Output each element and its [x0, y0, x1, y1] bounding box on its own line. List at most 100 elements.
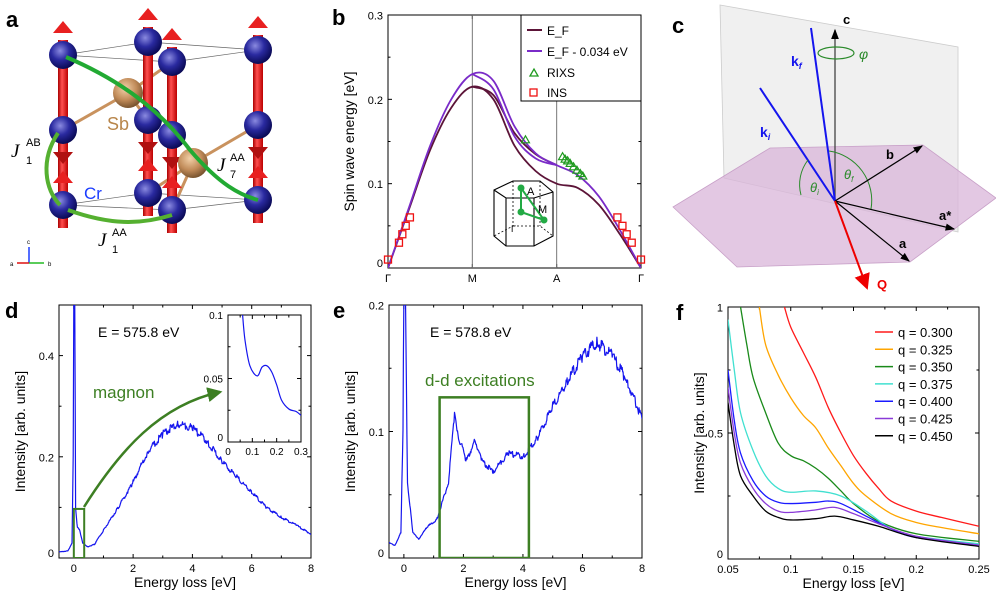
legend-entry: q = 0.325	[898, 342, 953, 357]
panel-d-rixs-spectrum: d 0 2 4 6 8 0 0.2 0.4 Energy loss [eV] Intensity …	[5, 298, 314, 590]
x-tick-label: 0.2	[270, 447, 284, 458]
ins-point	[627, 238, 636, 247]
y-axis-label: Intensity [arb. units]	[12, 371, 28, 492]
legend-ins: INS	[547, 86, 567, 100]
b-axis-arrow	[834, 145, 924, 202]
ki-label: ki	[760, 124, 771, 142]
inset-label-M: M	[538, 204, 547, 216]
x-tick-label: 2	[460, 563, 466, 575]
spin-up-arrow-icon	[138, 159, 158, 171]
panel-c-scattering-geometry: c c kf ki φ θi θf b a* a Q	[672, 4, 996, 292]
kf-label: kf	[791, 53, 803, 71]
plot-frame	[227, 314, 302, 443]
b-axis-label: b	[886, 147, 894, 162]
legend-entry: q = 0.450	[898, 429, 953, 444]
svg-text:1: 1	[26, 155, 32, 167]
x-tick-label: 0.15	[843, 564, 864, 576]
plot-frame	[388, 304, 643, 559]
spin-up-arrow-icon	[162, 176, 182, 188]
q-spectrum-line	[783, 307, 979, 527]
spin-up-arrow-icon	[53, 171, 73, 183]
x-tick-label: 0.1	[783, 564, 798, 576]
rixs-point	[520, 134, 531, 144]
x-tick-label: 0.2	[909, 564, 924, 576]
x-tick-label: 8	[639, 563, 645, 575]
ins-point	[398, 230, 407, 239]
legend-entry: q = 0.350	[898, 360, 953, 375]
j1aa-exchange-path	[67, 208, 173, 224]
y-tick-label: 0.1	[209, 311, 223, 322]
theta-f-label: θf	[844, 167, 854, 184]
cr-atom	[244, 36, 272, 64]
y-tick-label: 0	[217, 433, 223, 444]
a-axis-arrow	[834, 200, 910, 262]
legend-rixs: RIXS	[547, 66, 575, 80]
cr-atom	[134, 179, 162, 207]
legend-ef-shift: E_F - 0.034 eV	[547, 45, 628, 59]
spin-up-arrow-icon	[138, 8, 158, 20]
q-spectrum-line	[758, 307, 979, 535]
Q-label: Q	[877, 277, 887, 292]
cr-atom	[49, 41, 77, 69]
svg-text:7: 7	[230, 169, 236, 181]
ins-point	[636, 255, 646, 264]
spin-down-arrow-icon	[162, 157, 182, 169]
magnon-inset-plot: 0 0.1 0.2 0.3 0 0.05 0.1	[204, 311, 309, 458]
svg-text:c: c	[27, 240, 30, 246]
x-tick-label: 4	[520, 563, 526, 575]
x-tick-label: 0.25	[968, 564, 989, 576]
legend-entry: q = 0.425	[898, 412, 953, 427]
x-tick-label: M	[468, 273, 477, 285]
dispersion-curve	[471, 73, 557, 166]
y-tick-label: 0	[717, 549, 723, 561]
panel-letter-c: c	[672, 13, 684, 38]
plot-area	[242, 315, 301, 416]
x-tick-label: 6	[579, 563, 585, 575]
ins-point	[622, 230, 631, 239]
j1ab-label: J AB 1	[11, 137, 41, 167]
x-tick-label: Γ	[385, 273, 391, 285]
cr-atom	[158, 48, 186, 76]
y-axis-label: Intensity [arb. units]	[691, 372, 707, 493]
j7aa-label: J AA 7	[217, 152, 245, 181]
q-spectrum-line	[728, 387, 979, 546]
legend-b: E_F E_F - 0.034 eV RIXS INS	[520, 14, 642, 102]
spin-up-arrow-icon	[248, 166, 268, 178]
x-tick-label: 0.3	[294, 447, 308, 458]
x-tick-label: 0	[71, 563, 77, 575]
y-tick-label: 0	[377, 258, 383, 270]
svg-text:AB: AB	[26, 137, 41, 149]
j1aa-label: J AA 1	[98, 227, 127, 256]
x-axis-label: Energy loss [eV]	[465, 574, 567, 590]
spin-up-arrow-icon	[162, 28, 182, 40]
panel-letter-a: a	[6, 7, 19, 32]
panel-f-q-dependent-spectra: f 0.05 0.1 0.15 0.2 0.25 0 0.5 1 Energy loss [eV…	[676, 300, 990, 591]
plot-area	[389, 305, 642, 558]
x-axis-label: Energy loss [eV]	[134, 574, 236, 590]
spin-down-arrow-icon	[248, 147, 268, 159]
Q-vector-arrow	[834, 200, 870, 290]
axis-triad-icon: c a b	[10, 240, 52, 268]
svg-text:J: J	[217, 155, 227, 176]
dispersion-curve	[388, 71, 641, 268]
svg-text:a: a	[10, 262, 14, 268]
rixs-point	[565, 158, 576, 168]
magnon-annotation: magnon	[93, 383, 154, 402]
j7aa-exchange-path	[65, 55, 259, 202]
svg-text:AA: AA	[112, 227, 127, 239]
cr-atom	[134, 28, 162, 56]
y-tick-label: 0.4	[39, 351, 54, 363]
j1ab-exchange-path	[44, 131, 62, 207]
spin-down-arrow-icon	[53, 152, 73, 164]
sample-plane	[672, 144, 996, 268]
rixs-point	[577, 170, 588, 180]
y-tick-label: 1	[717, 303, 723, 315]
incident-energy-e: E = 578.8 eV	[430, 324, 512, 340]
y-tick-label: 0.5	[708, 429, 723, 441]
spin-up-arrow-icon	[248, 16, 268, 28]
phi-label: φ	[859, 46, 868, 62]
spectrum-plot-e: 0 2 4 6 8 0 0.1 0.2 Energy loss [eV] Intensity [a…	[342, 301, 645, 591]
inset-spectrum-line	[242, 315, 301, 416]
